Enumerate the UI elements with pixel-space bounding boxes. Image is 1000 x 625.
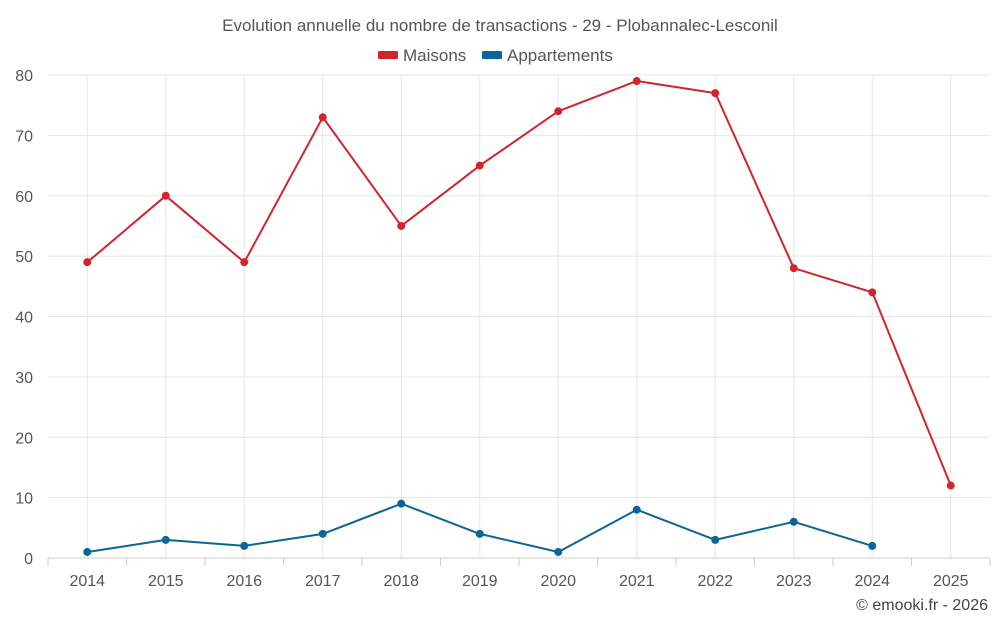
data-point-maisons-2018[interactable]: [397, 221, 406, 230]
data-point-maisons-2020[interactable]: [554, 107, 563, 116]
data-point-maisons-2019[interactable]: [475, 161, 484, 170]
data-point-appartements-2021[interactable]: [632, 505, 641, 514]
legend: Maisons Appartements: [378, 46, 613, 65]
legend-item-maisons[interactable]: Maisons: [378, 46, 466, 65]
x-tick-label: 2024: [854, 573, 890, 590]
x-tick-label: 2014: [69, 573, 105, 590]
axes: 0 10 20 30 40 50 60 70 80 2014 2015 2016 2017 2018 201…: [15, 68, 991, 590]
data-point-maisons-2022[interactable]: [711, 89, 720, 98]
data-point-appartements-2024[interactable]: [868, 541, 877, 550]
y-tick-label: 20: [15, 430, 33, 447]
x-tick-label: 2022: [697, 573, 733, 590]
chart-title: Evolution annuelle du nombre de transact…: [222, 16, 778, 35]
y-tick-label: 70: [15, 128, 33, 145]
data-point-maisons-2021[interactable]: [632, 77, 641, 86]
y-tick-label: 0: [24, 551, 33, 568]
legend-label-appartements: Appartements: [507, 46, 613, 65]
y-tick-label: 80: [15, 68, 33, 85]
y-tick-label: 10: [15, 491, 33, 508]
x-tick-label: 2023: [776, 573, 812, 590]
data-point-maisons-2023[interactable]: [789, 264, 798, 273]
data-point-maisons-2025[interactable]: [946, 481, 955, 490]
data-point-appartements-2019[interactable]: [475, 529, 484, 538]
data-point-maisons-2015[interactable]: [161, 191, 170, 200]
y-tick-label: 60: [15, 189, 33, 206]
gridlines: [48, 74, 990, 558]
x-tick-label: 2016: [226, 573, 262, 590]
data-point-appartements-2022[interactable]: [711, 535, 720, 544]
x-tick-label: 2017: [305, 573, 341, 590]
y-tick-label: 40: [15, 310, 33, 327]
data-point-maisons-2014[interactable]: [83, 258, 92, 267]
legend-label-maisons: Maisons: [403, 46, 466, 65]
x-tick-label: 2025: [933, 573, 969, 590]
data-point-appartements-2015[interactable]: [161, 535, 170, 544]
data-point-appartements-2017[interactable]: [318, 529, 327, 538]
y-tick-label: 30: [15, 370, 33, 387]
series: [83, 77, 955, 556]
series-line-maisons: [86, 80, 952, 486]
data-point-appartements-2020[interactable]: [554, 547, 563, 556]
data-point-appartements-2023[interactable]: [789, 517, 798, 526]
data-point-maisons-2024[interactable]: [868, 288, 877, 297]
x-tick-label: 2019: [462, 573, 498, 590]
y-tick-label: 50: [15, 249, 33, 266]
legend-swatch-maisons: [378, 51, 398, 59]
legend-swatch-appartements: [482, 51, 502, 59]
data-point-maisons-2017[interactable]: [318, 113, 327, 122]
data-point-appartements-2016[interactable]: [240, 541, 249, 550]
legend-item-appartements[interactable]: Appartements: [482, 46, 613, 65]
credit-text: © emooki.fr - 2026: [856, 597, 988, 614]
data-point-maisons-2016[interactable]: [240, 258, 249, 267]
x-tick-label: 2015: [148, 573, 184, 590]
x-tick-label: 2020: [540, 573, 576, 590]
data-point-appartements-2018[interactable]: [397, 499, 406, 508]
x-tick-label: 2021: [619, 573, 655, 590]
x-tick-label: 2018: [383, 573, 419, 590]
data-point-appartements-2014[interactable]: [83, 547, 92, 556]
